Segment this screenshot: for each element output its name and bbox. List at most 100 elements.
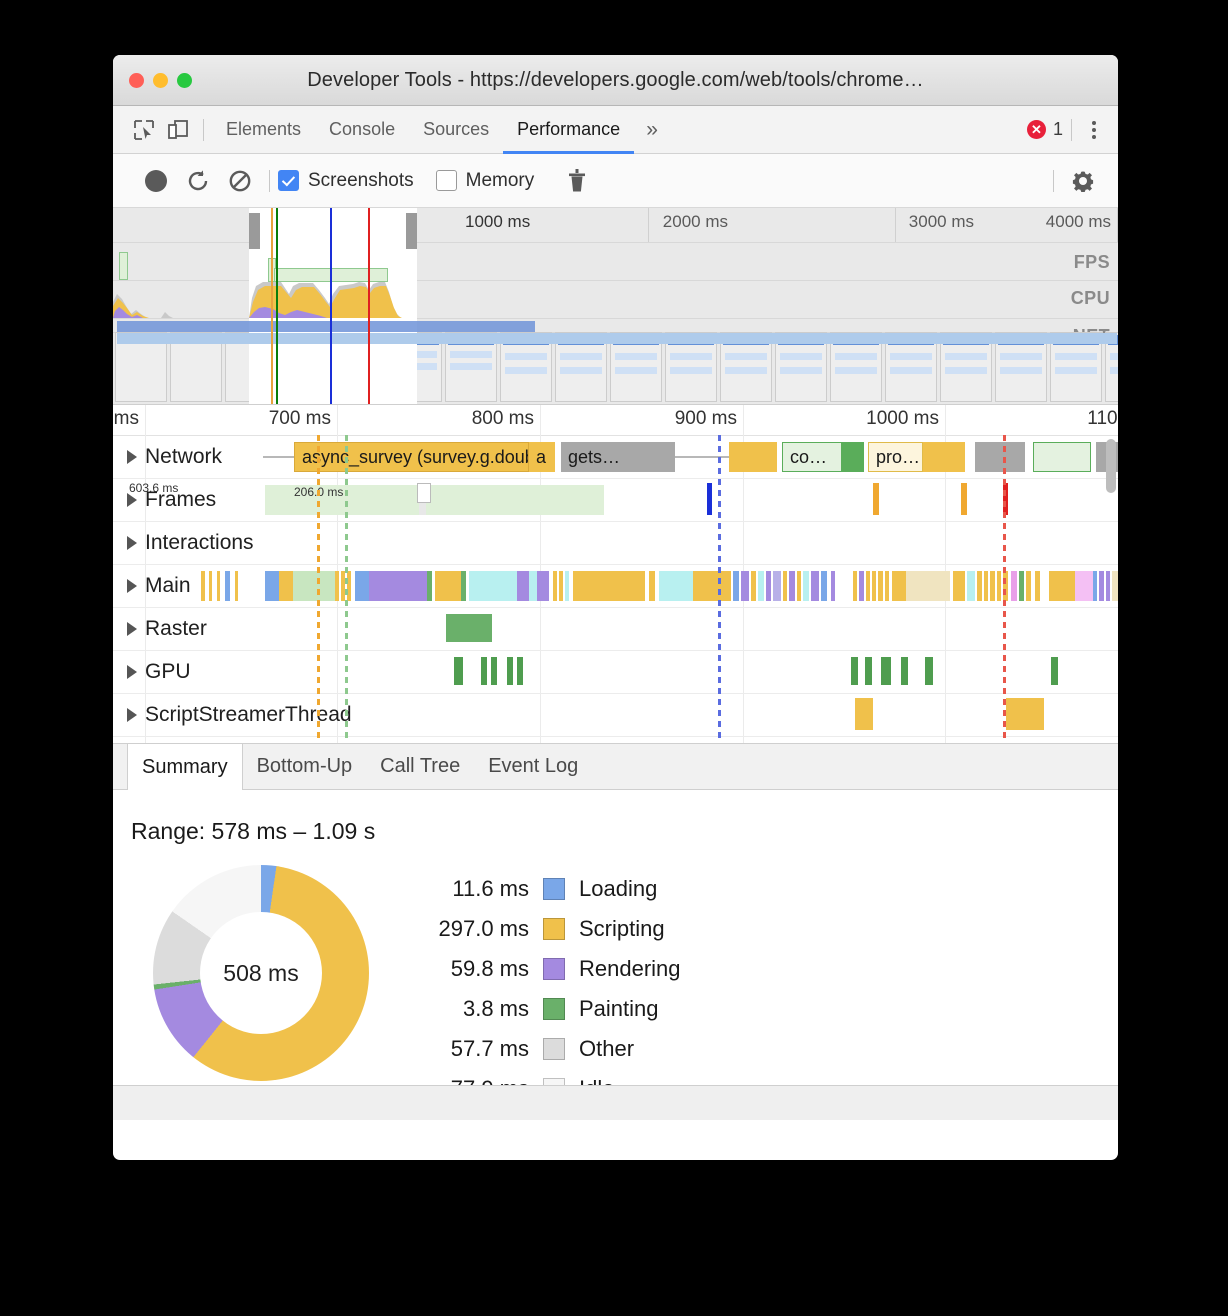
network-event[interactable]: gets…	[561, 442, 675, 472]
scriptstreamer-event[interactable]	[1006, 698, 1044, 730]
frame-screenshot-thumb[interactable]	[417, 483, 431, 503]
legend-row-rendering[interactable]: 59.8 ms Rendering	[409, 949, 681, 989]
track-raster-label: Raster	[145, 617, 207, 640]
gpu-event[interactable]	[491, 657, 497, 685]
overview-tick: 3000 ms	[908, 212, 974, 231]
expand-triangle-icon[interactable]	[127, 450, 137, 464]
tab-console[interactable]: Console	[329, 118, 396, 139]
legend-row-scripting[interactable]: 297.0 ms Scripting	[409, 909, 681, 949]
network-event[interactable]	[923, 442, 965, 472]
close-button[interactable]	[129, 72, 144, 88]
track-network[interactable]: Network async_survey (survey.g.double a …	[113, 436, 1118, 479]
donut-ring[interactable]	[153, 865, 369, 1081]
track-raster[interactable]: Raster	[113, 608, 1118, 651]
gpu-event[interactable]	[481, 657, 487, 685]
track-interactions-header[interactable]: Interactions	[127, 522, 254, 564]
raster-event[interactable]	[446, 614, 492, 642]
network-event[interactable]	[1033, 442, 1091, 472]
donut-center-label: 508 ms	[223, 959, 299, 986]
network-event[interactable]	[729, 442, 777, 472]
network-event[interactable]	[975, 442, 1025, 472]
track-main-header[interactable]: Main	[127, 565, 191, 607]
gpu-event[interactable]	[454, 657, 463, 685]
timeline-overview[interactable]: 1000 ms 2000 ms 3000 ms 4000 ms FPS CPU …	[113, 208, 1118, 405]
legend-label: Other	[579, 1036, 635, 1061]
gpu-event[interactable]	[1051, 657, 1058, 685]
toolbar-divider-right	[1053, 169, 1054, 192]
track-main[interactable]: Main	[113, 565, 1118, 608]
flame-chart-scrollbar[interactable]	[1106, 439, 1116, 493]
flame-chart-panel[interactable]: ms 700 ms 800 ms 900 ms 1000 ms 1100 n N…	[113, 405, 1118, 743]
record-button[interactable]	[135, 160, 177, 202]
gpu-event[interactable]	[865, 657, 872, 685]
settings-button[interactable]	[1062, 160, 1104, 202]
memory-checkbox-box[interactable]	[435, 170, 457, 191]
inspect-element-icon[interactable]	[127, 113, 161, 147]
expand-triangle-icon[interactable]	[127, 536, 137, 550]
flame-marker-fp	[345, 435, 348, 743]
track-gpu[interactable]: GPU	[113, 651, 1118, 694]
expand-triangle-icon[interactable]	[127, 708, 137, 722]
legend-row-loading[interactable]: 11.6 ms Loading	[409, 869, 681, 909]
flame-tick: 1000 ms	[866, 408, 939, 429]
reload-and-record-button[interactable]	[177, 160, 219, 202]
track-frames-header[interactable]: Frames	[127, 479, 216, 521]
expand-triangle-icon[interactable]	[127, 493, 137, 507]
title-bar: Developer Tools - https://developers.goo…	[113, 55, 1118, 106]
selection-handle-right[interactable]	[406, 213, 417, 249]
screenshots-checkbox[interactable]: Screenshots	[278, 170, 414, 192]
selection-handle-left[interactable]	[249, 213, 260, 249]
tab-sources[interactable]: Sources	[423, 118, 490, 139]
frame-marker	[961, 483, 967, 515]
tab-summary[interactable]: Summary	[127, 744, 243, 790]
gpu-event[interactable]	[851, 657, 858, 685]
main-flame-bars[interactable]	[113, 571, 1118, 601]
minimize-button[interactable]	[153, 72, 168, 88]
gpu-event[interactable]	[901, 657, 908, 685]
memory-checkbox[interactable]: Memory	[435, 170, 534, 192]
clear-button[interactable]	[219, 160, 261, 202]
tab-performance[interactable]: Performance	[503, 107, 635, 154]
network-event[interactable]	[842, 442, 864, 472]
gpu-event[interactable]	[507, 657, 513, 685]
expand-triangle-icon[interactable]	[127, 665, 137, 679]
tab-event-log[interactable]: Event Log	[488, 755, 579, 777]
track-frames[interactable]: Frames 603.6 ms 206.0 ms	[113, 479, 1118, 522]
tab-elements[interactable]: Elements	[226, 118, 302, 139]
maximize-button[interactable]	[177, 72, 192, 88]
expand-triangle-icon[interactable]	[127, 622, 137, 636]
gpu-event[interactable]	[517, 657, 523, 685]
legend-row-other[interactable]: 57.7 ms Other	[409, 1029, 681, 1069]
track-network-header[interactable]: Network	[127, 436, 222, 478]
track-gpu-label: GPU	[145, 660, 191, 683]
track-scriptstreamerthread[interactable]: ScriptStreamerThread	[113, 694, 1118, 737]
track-interactions[interactable]: Interactions	[113, 522, 1118, 565]
gpu-event[interactable]	[925, 657, 933, 685]
summary-donut-chart[interactable]: 508 ms	[135, 861, 385, 1101]
trash-button[interactable]	[556, 160, 598, 202]
network-connector-line	[263, 456, 297, 458]
network-event[interactable]: co…	[782, 442, 842, 472]
tab-call-tree[interactable]: Call Tree	[380, 755, 461, 777]
network-event[interactable]: a	[529, 442, 555, 472]
track-raster-header[interactable]: Raster	[127, 608, 207, 650]
network-event[interactable]: pro…	[868, 442, 923, 472]
screenshots-checkbox-box[interactable]	[278, 170, 299, 191]
track-frames-label: Frames	[145, 488, 217, 511]
legend-row-painting[interactable]: 3.8 ms Painting	[409, 989, 681, 1029]
error-badge[interactable]: ✕ 1	[1026, 119, 1063, 140]
tab-bottom-up[interactable]: Bottom-Up	[256, 755, 353, 777]
track-scriptstreamerthread-header[interactable]: ScriptStreamerThread	[127, 694, 352, 736]
more-tabs-icon[interactable]: »	[646, 117, 658, 141]
legend-swatch-other	[543, 1038, 565, 1060]
frame-block[interactable]	[265, 485, 604, 515]
track-gpu-header[interactable]: GPU	[127, 651, 191, 693]
expand-triangle-icon[interactable]	[127, 579, 137, 593]
network-event[interactable]: async_survey (survey.g.double	[294, 442, 529, 472]
kebab-menu-icon[interactable]	[1080, 115, 1108, 145]
device-toolbar-icon[interactable]	[161, 113, 195, 147]
gpu-event[interactable]	[881, 657, 891, 685]
legend-label: Rendering	[579, 956, 681, 981]
scriptstreamer-event[interactable]	[855, 698, 873, 730]
window-controls	[129, 72, 192, 88]
